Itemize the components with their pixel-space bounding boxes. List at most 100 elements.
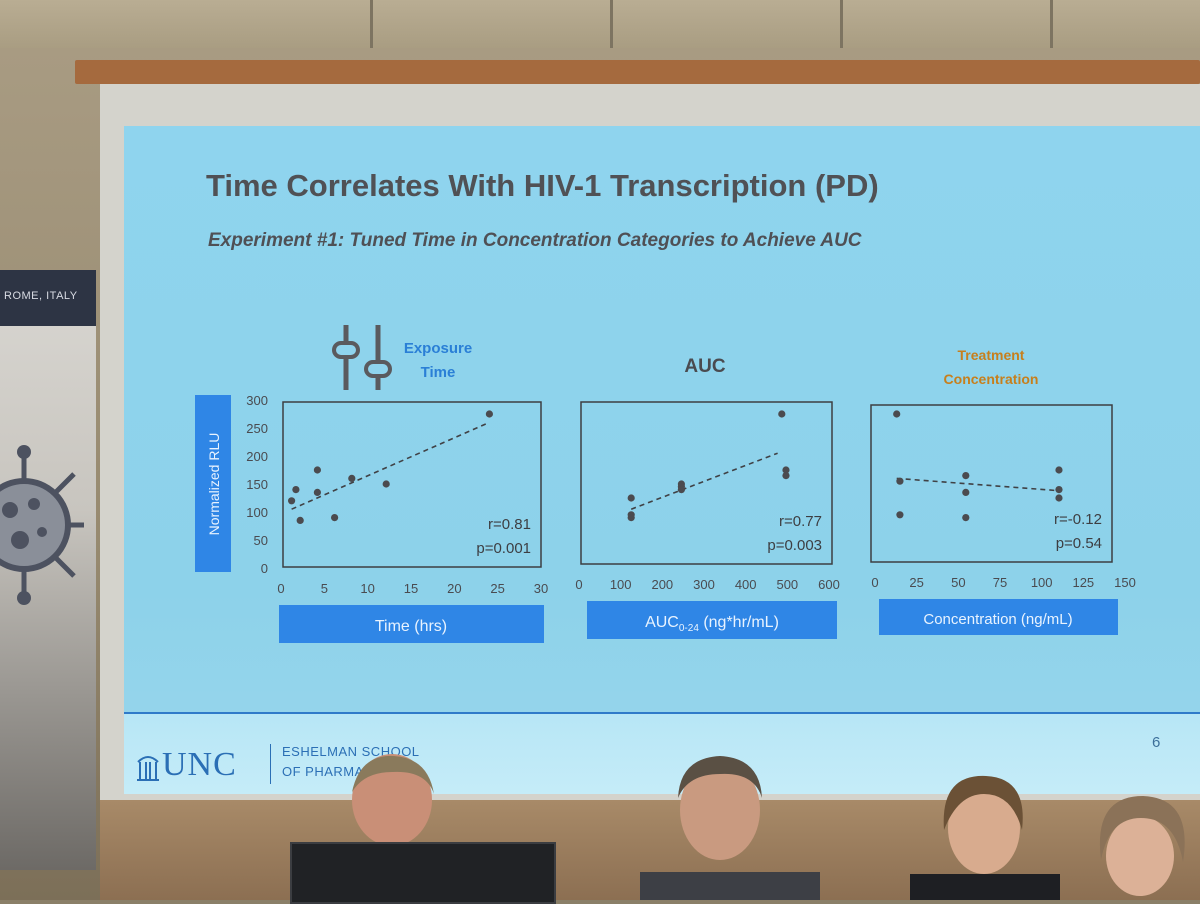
- ceiling-seam: [840, 0, 843, 48]
- x-tick-label: 0: [277, 581, 284, 596]
- trend-line: [896, 477, 1060, 492]
- y-tick-label: 100: [246, 505, 268, 520]
- x-axis-label-auc: AUC0-24 (ng*hr/mL): [645, 614, 779, 634]
- data-point: [331, 514, 339, 522]
- data-point: [627, 514, 635, 522]
- data-point: [1055, 486, 1063, 494]
- x-tick-label: 0: [871, 575, 878, 590]
- data-point: [1055, 466, 1063, 474]
- p-value: p=0.54: [1056, 535, 1102, 552]
- r-value: r=0.81: [488, 516, 531, 533]
- x-tick-label: 600: [818, 577, 840, 592]
- x-tick-label: 5: [321, 581, 328, 596]
- data-point: [896, 477, 904, 485]
- treatment-header-line2: Concentration: [944, 371, 1039, 387]
- plot-frame: [282, 401, 542, 568]
- auc-label-sub: 0-24: [679, 623, 699, 634]
- r-value: r=-0.12: [1054, 511, 1102, 528]
- treatment-header-line1: Treatment: [958, 347, 1025, 363]
- exposure-header-line1: Exposure: [404, 340, 472, 357]
- x-tick-label: 125: [1072, 575, 1094, 590]
- x-tick-label: 200: [651, 577, 673, 592]
- sliders-icon: [332, 325, 392, 390]
- audience-member: [1099, 796, 1185, 896]
- ceiling-seam: [370, 0, 373, 48]
- data-point: [627, 494, 635, 502]
- data-point: [485, 410, 493, 418]
- data-point: [288, 497, 296, 505]
- x-tick-label: 20: [447, 581, 461, 596]
- x-axis-label-concentration: Concentration (ng/mL): [923, 611, 1072, 628]
- data-point: [962, 472, 970, 480]
- trend-line: [291, 421, 490, 510]
- logo-divider: [270, 744, 271, 784]
- ceiling: [0, 0, 1200, 48]
- y-axis-label-box: [195, 395, 231, 572]
- data-point: [782, 472, 790, 480]
- x-axis-label-time: Time (hrs): [375, 618, 447, 635]
- slide-footer: [124, 714, 1200, 794]
- panelist-center: [640, 756, 820, 900]
- y-tick-label: 200: [246, 449, 268, 464]
- slide-title: Time Correlates With HIV-1 Transcription…: [206, 168, 879, 203]
- x-axis-label-box-concentration: [879, 599, 1118, 635]
- screen-valance: [75, 60, 1200, 84]
- y-axis-label: Normalized RLU: [206, 433, 222, 536]
- x-tick-label: 100: [610, 577, 632, 592]
- x-tick-label: 100: [1031, 575, 1053, 590]
- data-point: [962, 514, 970, 522]
- data-point: [893, 410, 901, 418]
- trend-line: [630, 452, 778, 510]
- virus-graphic: [0, 445, 84, 605]
- panelist-right: [910, 775, 1060, 900]
- y-tick-label: 250: [246, 421, 268, 436]
- data-point: [382, 480, 390, 488]
- data-point: [296, 516, 304, 525]
- auc-header: AUC: [684, 356, 725, 377]
- y-tick-label: 300: [246, 393, 268, 408]
- y-tick-label: 150: [246, 477, 268, 492]
- data-point: [313, 466, 321, 474]
- x-tick-label: 500: [776, 577, 798, 592]
- plot-frame: [870, 404, 1113, 563]
- data-point: [1055, 494, 1063, 502]
- x-tick-label: 400: [735, 577, 757, 592]
- footer-divider: [124, 712, 1200, 714]
- y-tick-label: 50: [254, 533, 268, 548]
- data-point: [896, 511, 904, 519]
- banner-text: ROME, ITALY: [4, 290, 78, 302]
- old-well-icon: [137, 756, 159, 781]
- slide-subtitle: Experiment #1: Tuned Time in Concentrati…: [208, 230, 862, 251]
- banner-header: ROME, ITALY: [0, 270, 96, 326]
- exposure-header-line2: Time: [421, 364, 456, 381]
- plot-frame: [580, 401, 833, 565]
- r-value: r=0.77: [779, 513, 822, 530]
- x-tick-label: 10: [360, 581, 374, 596]
- x-tick-label: 0: [575, 577, 582, 592]
- ceiling-seam: [610, 0, 613, 48]
- ceiling-seam: [1050, 0, 1053, 48]
- data-point: [778, 410, 786, 418]
- x-tick-label: 15: [404, 581, 418, 596]
- x-axis-label-box-time: [279, 605, 544, 643]
- projected-slide: [124, 126, 1200, 794]
- data-point: [782, 466, 790, 474]
- data-point: [348, 474, 356, 482]
- school-name-line2: OF PHARMA: [282, 764, 364, 779]
- x-tick-label: 75: [993, 575, 1007, 590]
- x-tick-label: 300: [693, 577, 715, 592]
- data-point: [677, 486, 686, 494]
- x-axis-label-box-auc: [587, 601, 837, 639]
- data-point: [292, 486, 300, 494]
- auc-label-rest: (ng*hr/mL): [699, 614, 779, 631]
- x-tick-label: 25: [490, 581, 504, 596]
- data-point: [962, 488, 970, 496]
- slide-page-number: 6: [1152, 734, 1161, 751]
- x-tick-label: 30: [534, 581, 548, 596]
- conference-banner: ROME, ITALY: [0, 270, 96, 870]
- laptop-monitor: [290, 842, 556, 904]
- x-tick-label: 25: [909, 575, 923, 590]
- unc-logo: UNC: [162, 746, 237, 783]
- p-value: p=0.003: [767, 537, 822, 554]
